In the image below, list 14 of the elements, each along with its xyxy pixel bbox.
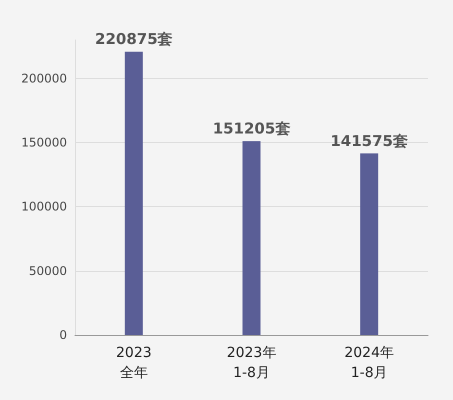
y-tick-label: 150000 [21, 136, 67, 150]
x-tick-label: 2023 全年 [116, 345, 152, 381]
data-label: 151205套 [212, 120, 290, 138]
y-tick-label: 200000 [21, 71, 67, 86]
bar [360, 153, 378, 335]
bar [242, 141, 260, 335]
y-tick-label: 100000 [21, 200, 67, 214]
y-tick-label: 0 [59, 328, 67, 342]
x-tick-label: 2023年 1-8月 [226, 345, 276, 381]
data-label: 220875套 [95, 30, 173, 48]
x-tick-label: 2024年 1-8月 [344, 345, 394, 381]
y-tick-label: 50000 [28, 264, 67, 278]
data-label: 141575套 [330, 132, 408, 150]
bar [124, 52, 143, 335]
